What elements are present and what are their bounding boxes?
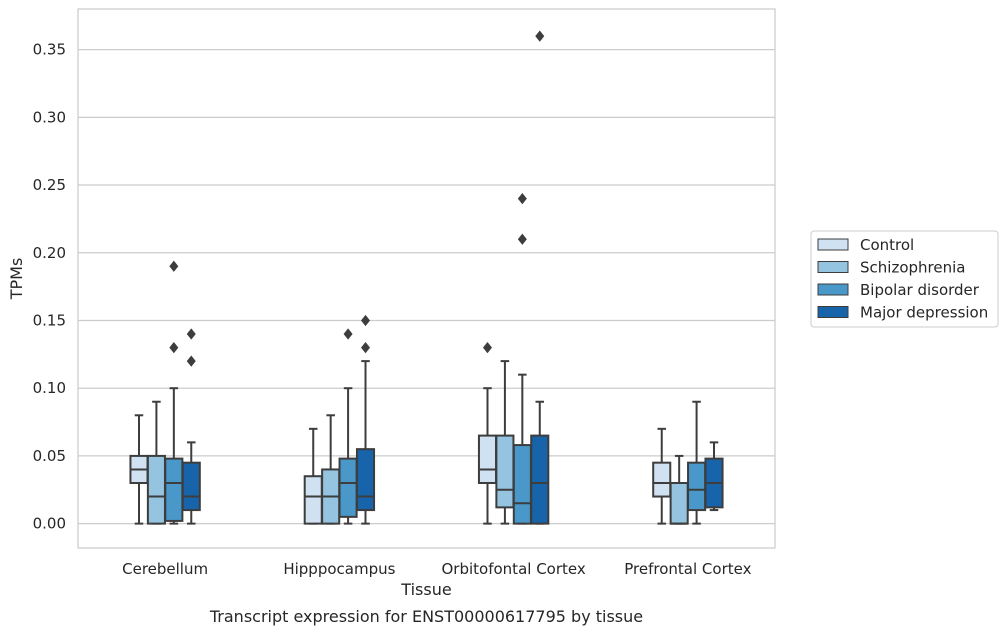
box-1-3 <box>355 314 376 525</box>
outlier-point <box>517 233 527 245</box>
outlier-point <box>517 192 527 205</box>
y-tick-label: 0.00 <box>33 515 66 533</box>
box-2-3 <box>530 30 550 525</box>
legend-label: Major depression <box>860 304 988 322</box>
chart-caption: Transcript expression for ENST0000061779… <box>209 607 643 626</box>
outlier-point <box>186 355 196 367</box>
legend-frame <box>810 230 999 328</box>
box-body <box>146 454 166 525</box>
x-tick-label: Orbitofontal Cortex <box>442 560 586 578</box>
box-0-2 <box>164 260 184 525</box>
box-2-2 <box>512 192 532 525</box>
box-body <box>495 434 515 509</box>
box-2-0 <box>477 341 498 525</box>
box-body <box>477 434 498 484</box>
x-tick-label: Hipppocampus <box>283 560 395 578</box>
box-body <box>652 461 672 498</box>
x-axis-title: Tissue <box>400 580 451 599</box>
box-1-1 <box>321 414 341 525</box>
box-3-0 <box>652 427 672 525</box>
legend-swatch <box>817 283 849 296</box>
outlier-point <box>169 260 179 272</box>
box-0-1 <box>146 400 166 525</box>
outlier-point <box>169 341 179 354</box>
outlier-point <box>186 328 196 340</box>
box-body <box>181 461 201 512</box>
box-3-2 <box>687 400 707 525</box>
box-body <box>530 434 550 525</box>
gridlines <box>78 49 775 525</box>
outlier-point <box>343 328 353 340</box>
box-body <box>355 448 376 512</box>
outlier-point <box>535 30 545 42</box>
box-body <box>338 457 358 518</box>
box-1-0 <box>303 427 323 525</box>
box-1-2 <box>338 328 358 525</box>
legend-label: Control <box>860 236 914 254</box>
box-body <box>687 461 707 512</box>
y-axis-ticks: 0.00 0.05 0.10 0.15 0.20 0.25 0.30 0.35 <box>33 41 66 533</box>
y-tick-label: 0.10 <box>33 379 66 397</box>
legend-swatch <box>817 261 849 273</box>
x-tick-label: Cerebellum <box>122 560 208 578</box>
y-tick-label: 0.20 <box>33 244 66 262</box>
outlier-point <box>361 341 371 354</box>
y-tick-label: 0.15 <box>33 311 66 329</box>
box-0-0 <box>129 414 149 525</box>
y-tick-label: 0.35 <box>33 41 66 59</box>
legend-swatch <box>817 306 849 318</box>
legend-label: Schizophrenia <box>860 259 965 277</box>
plot-frame <box>77 8 776 549</box>
box-body <box>669 481 689 525</box>
legend-swatch <box>817 238 849 251</box>
x-axis-ticks: Cerebellum Hipppocampus Orbitofontal Corte… <box>122 560 751 578</box>
legend-label: Bipolar disorder <box>860 281 980 299</box>
box-body <box>303 475 323 525</box>
box-3-1 <box>669 454 689 525</box>
outlier-point <box>361 314 371 327</box>
boxes <box>129 30 724 525</box>
box-0-3 <box>181 328 201 525</box>
x-tick-label: Prefrontal Cortex <box>624 560 751 578</box>
y-tick-label: 0.30 <box>33 108 66 126</box>
outlier-point <box>482 341 492 354</box>
box-body <box>164 457 184 522</box>
y-tick-label: 0.05 <box>33 447 66 465</box>
legend: Control Schizophrenia Bipolar disorder Majo… <box>810 230 999 328</box>
y-tick-label: 0.25 <box>33 176 66 194</box>
box-2-1 <box>495 360 515 525</box>
y-axis-title: TPMs <box>7 258 26 301</box>
box-body <box>512 444 532 525</box>
box-3-3 <box>704 441 724 512</box>
